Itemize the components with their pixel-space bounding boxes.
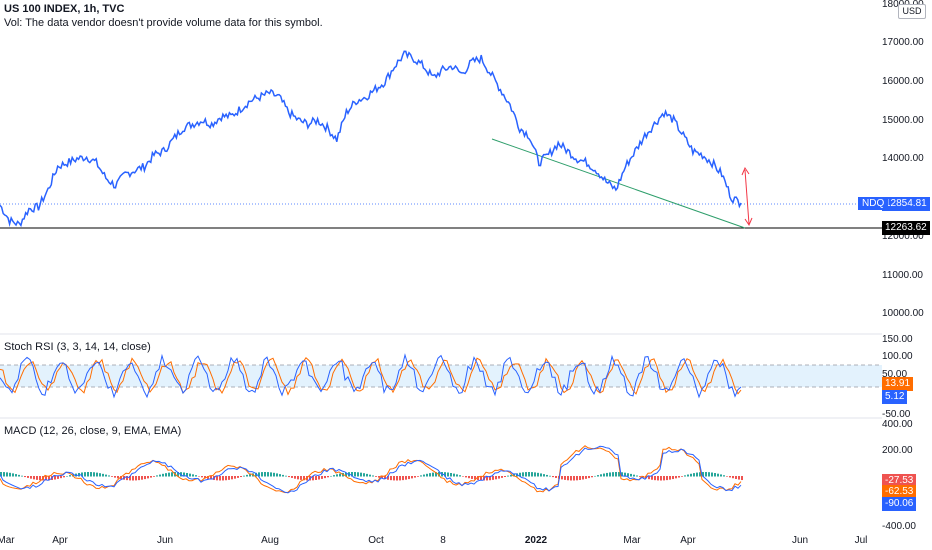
macd-histogram xyxy=(0,472,743,481)
time-label: Jul xyxy=(854,535,868,546)
currency-button[interactable]: USD xyxy=(898,4,926,19)
chart-legend-title: US 100 INDEX, 1h, TVC xyxy=(4,3,125,15)
stoch-tick: 150.00 xyxy=(882,334,913,345)
macd-tick: -400.00 xyxy=(882,521,916,532)
price-tick: 10000.00 xyxy=(882,308,924,319)
volume-note: Vol: The data vendor doesn't provide vol… xyxy=(4,17,323,29)
hline-price-tag: 12263.62 xyxy=(882,221,930,235)
macd-hist-value-tag: -27.53 xyxy=(882,474,917,488)
time-label: Jun xyxy=(791,535,809,546)
chart-canvas[interactable] xyxy=(0,0,882,533)
price-tick: 14000.00 xyxy=(882,153,924,164)
price-series-line xyxy=(0,50,742,228)
stoch-k-line xyxy=(0,353,742,399)
time-label: Mar xyxy=(0,535,15,546)
time-label: Mar xyxy=(623,535,641,546)
macd-tick: 400.00 xyxy=(882,419,913,430)
macd-line xyxy=(0,445,742,494)
time-label: 8 xyxy=(440,535,446,546)
last-price-tag: 12854.81 xyxy=(882,197,930,211)
time-label: Oct xyxy=(368,535,384,546)
time-label: Apr xyxy=(680,535,696,546)
stoch-d-value-tag: 13.91 xyxy=(882,377,914,391)
time-axis[interactable]: Mar Apr Jun Aug Oct 8 2022 Mar Apr Jun J… xyxy=(0,533,882,550)
time-label: Aug xyxy=(261,535,279,546)
macd-tick: 200.00 xyxy=(882,445,913,456)
macd-value-tag: -90.06 xyxy=(882,497,917,511)
price-tick: 17000.00 xyxy=(882,37,924,48)
time-label: Apr xyxy=(52,535,68,546)
macd-legend[interactable]: MACD (12, 26, close, 9, EMA, EMA) xyxy=(4,425,182,437)
stoch-tick: 100.00 xyxy=(882,351,913,362)
stoch-tick: -50.00 xyxy=(882,409,911,420)
stoch-k-value-tag: 5.12 xyxy=(882,390,908,404)
price-axis[interactable]: 18000.00 17000.00 16000.00 15000.00 1400… xyxy=(882,0,932,538)
projection-arrow[interactable] xyxy=(741,166,753,227)
stoch-rsi-legend[interactable]: Stoch RSI (3, 3, 14, 14, close) xyxy=(4,341,151,353)
price-tick: 15000.00 xyxy=(882,115,924,126)
time-label-year: 2022 xyxy=(524,535,548,546)
price-tick: 16000.00 xyxy=(882,76,924,87)
price-tick: 12000.00 xyxy=(882,231,924,242)
macd-signal-value-tag: -62.53 xyxy=(882,485,917,499)
stoch-tick: 50.00 xyxy=(882,369,908,380)
price-tick: 11000.00 xyxy=(882,270,923,281)
time-label: Jun xyxy=(156,535,174,546)
symbol-tag: NDQ xyxy=(858,197,889,210)
macd-signal-line xyxy=(0,445,742,494)
stoch-d-line xyxy=(0,357,742,396)
stoch-band xyxy=(0,365,882,387)
